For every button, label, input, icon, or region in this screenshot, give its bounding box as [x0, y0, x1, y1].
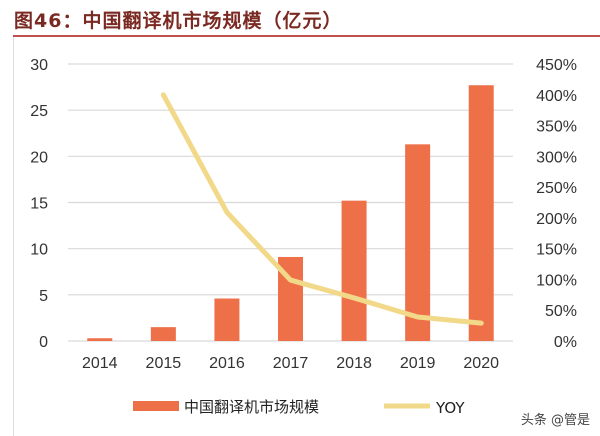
x-tick-label: 2017	[273, 355, 309, 372]
left-tick-label: 25	[30, 103, 48, 120]
left-tick-label: 15	[30, 196, 48, 213]
left-tick-label: 20	[30, 149, 48, 166]
legend-swatch-bar	[133, 401, 179, 411]
right-tick-label: 50%	[545, 303, 577, 320]
right-tick-label: 450%	[536, 57, 577, 74]
left-tick-label: 10	[30, 242, 48, 259]
right-tick-label: 0%	[554, 334, 577, 351]
watermark: 头条 @管是	[520, 413, 590, 428]
chart-title: 图46：中国翻译机市场规模（亿元）	[14, 10, 343, 32]
legend-label-bar: 中国翻译机市场规模	[184, 398, 319, 416]
x-tick-label: 2014	[82, 355, 118, 372]
legend-label-line: YOY	[435, 399, 465, 417]
bar	[150, 327, 176, 341]
left-tick-label: 30	[30, 57, 48, 74]
right-tick-label: 400%	[536, 88, 577, 105]
right-tick-label: 150%	[536, 242, 577, 259]
bar	[214, 298, 240, 341]
bar	[405, 144, 431, 341]
title-rule	[13, 35, 600, 37]
right-tick-label: 100%	[536, 272, 577, 289]
x-tick-label: 2015	[146, 355, 182, 372]
right-tick-label: 250%	[536, 180, 577, 197]
right-tick-label: 350%	[536, 119, 577, 136]
right-tick-label: 300%	[536, 149, 577, 166]
yoy-line	[160, 92, 484, 326]
x-tick-label: 2020	[463, 355, 499, 372]
right-tick-label: 200%	[536, 211, 577, 228]
left-tick-label: 5	[39, 288, 48, 305]
bar	[87, 338, 113, 341]
left-tick-label: 0	[39, 334, 48, 351]
bar	[468, 85, 494, 341]
bar	[341, 200, 367, 341]
chart-frame	[13, 37, 600, 436]
x-tick-label: 2016	[209, 355, 245, 372]
x-tick-label: 2018	[336, 355, 372, 372]
x-tick-label: 2019	[400, 355, 436, 372]
